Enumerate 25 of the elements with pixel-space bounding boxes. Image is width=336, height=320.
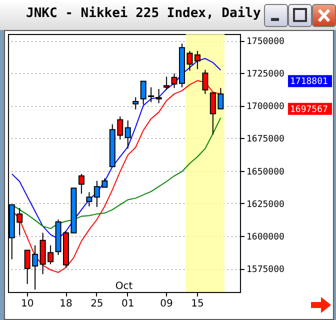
x-tick-label: 01	[122, 298, 134, 310]
y-tick-label: 1725000	[246, 70, 284, 80]
candlestick	[132, 96, 139, 110]
candlestick	[164, 76, 170, 90]
annotation: Oct	[115, 281, 133, 292]
candlestick	[78, 173, 84, 194]
y-tick-label: 1675000	[246, 134, 284, 145]
y-tick-label: 1700000	[246, 102, 284, 112]
candlestick	[86, 192, 92, 207]
x-tick-label: 15	[191, 298, 204, 310]
y-tick-label: 1650000	[246, 167, 284, 178]
candlestick	[156, 88, 162, 104]
text: 1697567	[290, 104, 328, 115]
x-tick-label: 09	[160, 298, 173, 310]
y-tick-label: 1750000	[246, 37, 284, 48]
y-tick-label: 1575000	[246, 265, 284, 276]
x-tick-label: 25	[90, 298, 104, 310]
chart-title: JNKC - Nikkei 225 Index, Daily	[26, 6, 261, 21]
x-tick-label: 18	[60, 298, 72, 310]
y-tick-label: 1600000	[246, 232, 284, 242]
x-tick-label: 10	[20, 298, 34, 310]
candlestick	[194, 50, 200, 70]
candlestick	[124, 120, 131, 150]
text: 1718801	[290, 77, 328, 88]
y-tick-label: 1625000	[246, 200, 284, 210]
